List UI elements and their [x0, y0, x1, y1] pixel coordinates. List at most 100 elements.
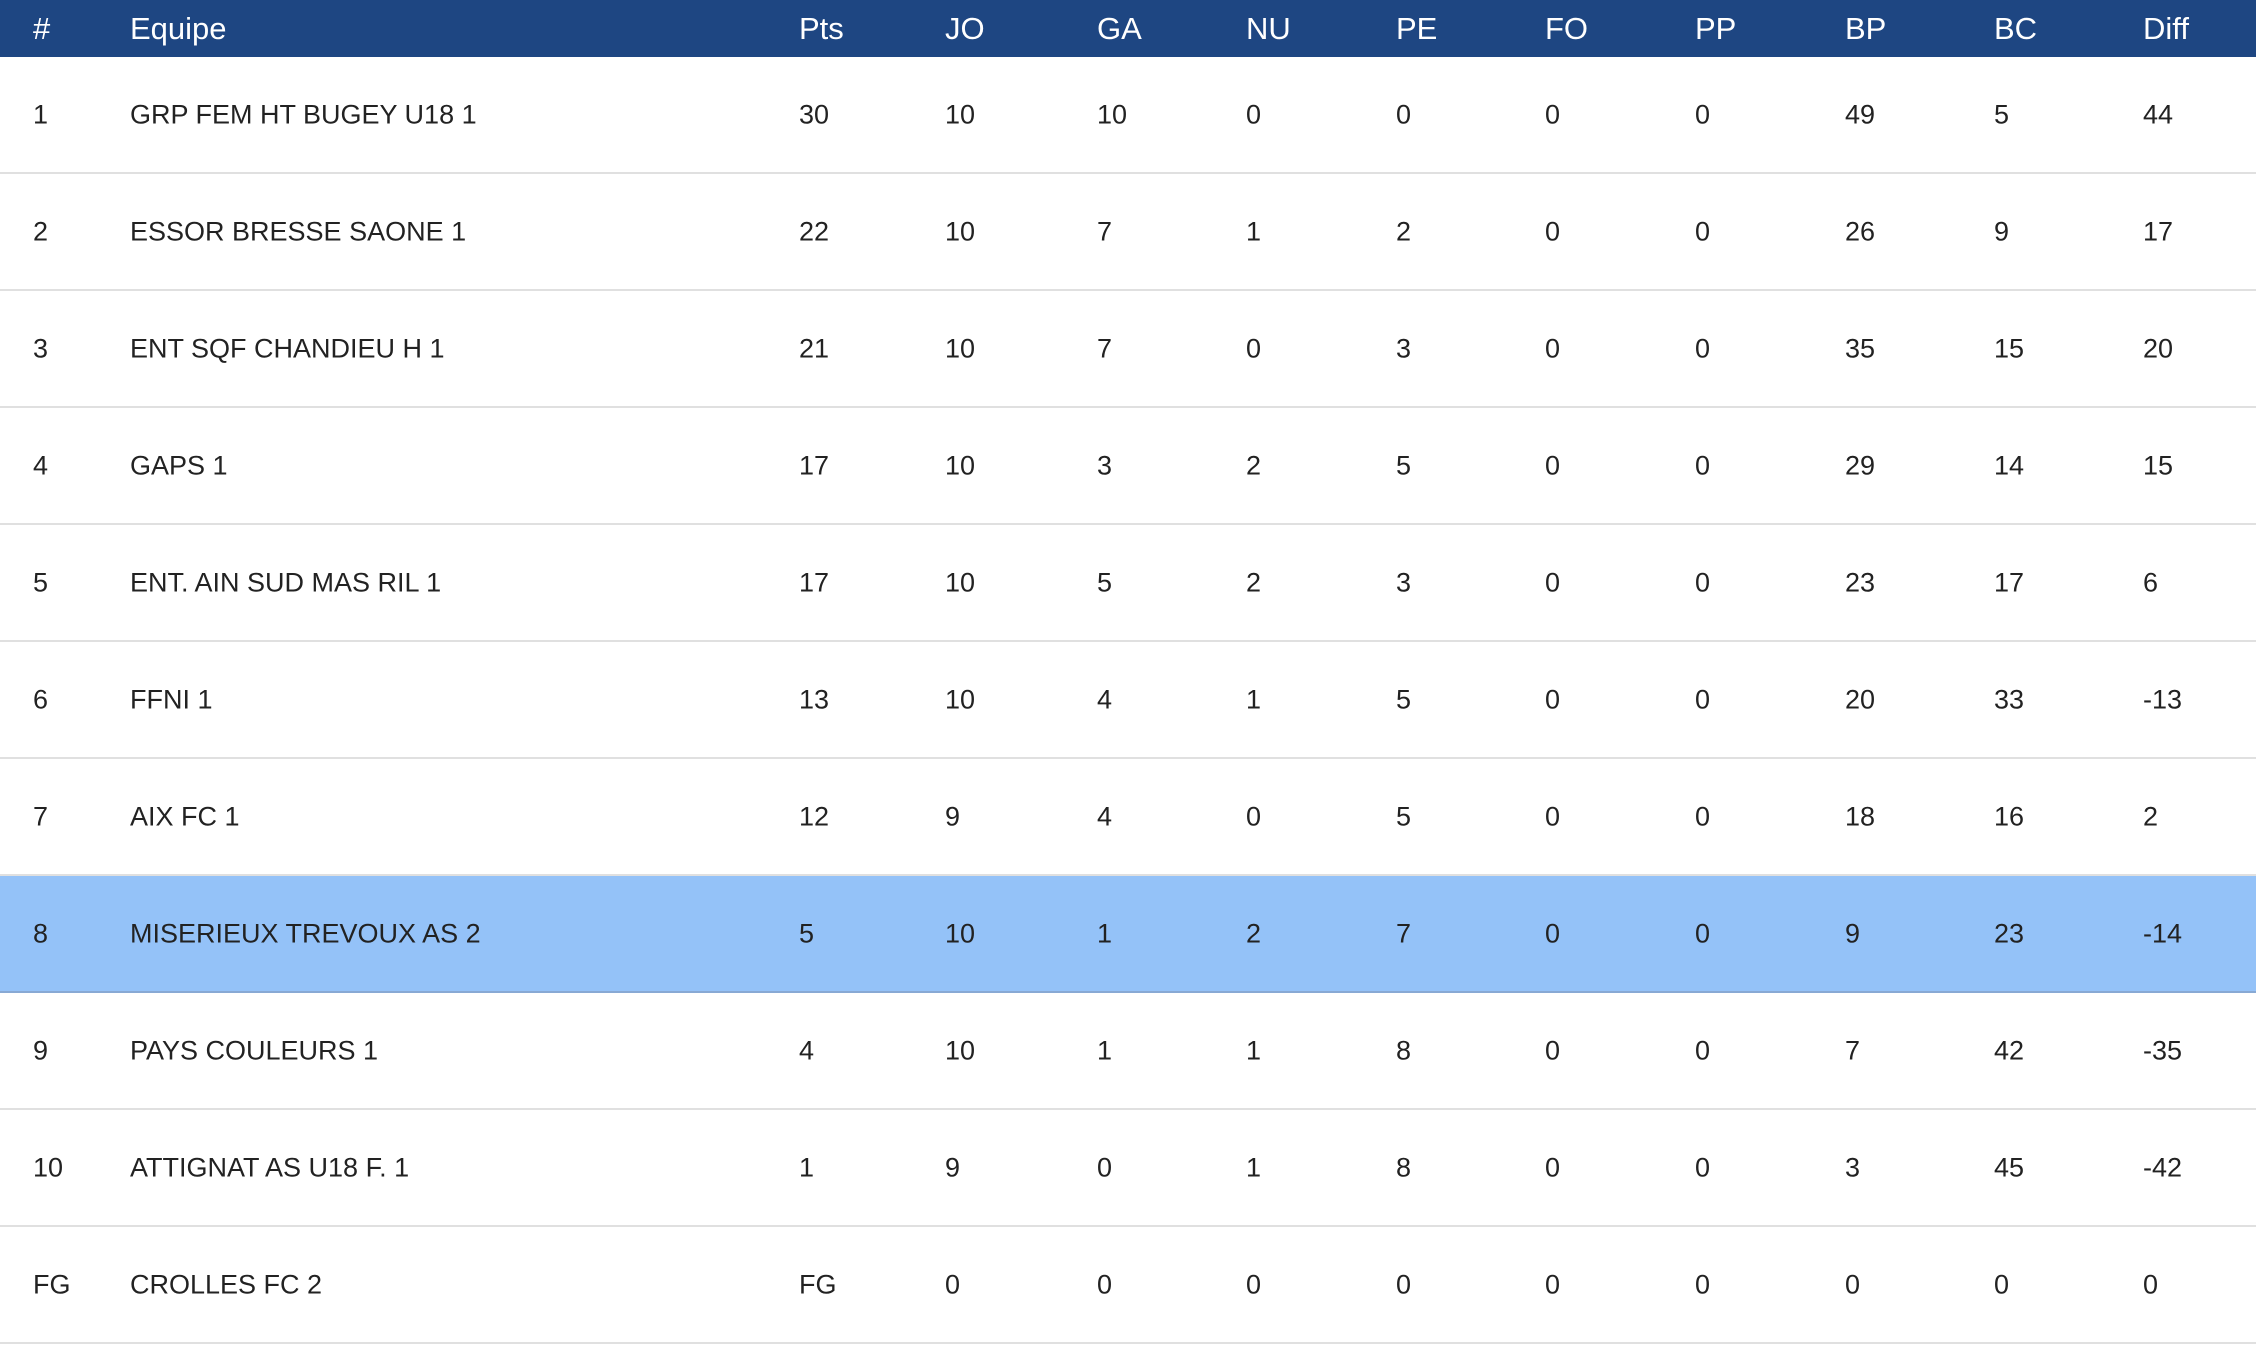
cell-ga: 7: [1097, 216, 1113, 246]
cell-fo: 0: [1545, 801, 1561, 831]
cell-pts: 21: [799, 333, 830, 363]
cell-ga: 4: [1097, 801, 1113, 831]
cell-pp: 0: [1695, 216, 1711, 246]
cell-pp: 0: [1695, 684, 1711, 714]
cell-diff: 15: [2143, 450, 2174, 480]
cell-ga: 10: [1097, 99, 1128, 129]
cell-bc: 33: [1994, 684, 2025, 714]
column-header-equipe[interactable]: Equipe: [130, 10, 227, 46]
cell-pts: 13: [799, 684, 830, 714]
cell-bc: 14: [1994, 450, 2025, 480]
column-header-jo[interactable]: JO: [945, 10, 985, 46]
cell-pp: 0: [1695, 1152, 1711, 1182]
cell-pts: 17: [799, 567, 830, 597]
cell-jo: 10: [945, 216, 976, 246]
cell-fo: 0: [1545, 1152, 1561, 1182]
cell-bc: 23: [1994, 918, 2025, 948]
cell-fo: 0: [1545, 684, 1561, 714]
cell-pts: FG: [799, 1269, 837, 1299]
table-body: 1 GRP FEM HT BUGEY U18 1 30 10 10 0 0 0 0 49 5 44 2 E…: [0, 57, 2256, 1344]
cell-pts: 30: [799, 99, 830, 129]
cell-pp: 0: [1695, 567, 1711, 597]
table-row[interactable]: 10 ATTIGNAT AS U18 F. 1 1 9 0 1 8 0 0 3 45 -42: [0, 1110, 2256, 1227]
column-header-rank[interactable]: #: [33, 10, 51, 46]
cell-nu: 2: [1246, 567, 1262, 597]
cell-fo: 0: [1545, 333, 1561, 363]
cell-bp: 49: [1845, 99, 1876, 129]
cell-bp: 20: [1845, 684, 1876, 714]
cell-jo: 10: [945, 99, 976, 129]
cell-nu: 1: [1246, 216, 1262, 246]
cell-pe: 5: [1396, 801, 1412, 831]
cell-diff: -42: [2143, 1152, 2183, 1182]
cell-fo: 0: [1545, 918, 1561, 948]
table-row[interactable]: 6 FFNI 1 13 10 4 1 5 0 0 20 33 -13: [0, 642, 2256, 759]
cell-rank: FG: [33, 1269, 71, 1299]
cell-rank: 9: [33, 1035, 49, 1065]
cell-rank: 10: [33, 1152, 64, 1182]
cell-jo: 10: [945, 684, 976, 714]
table-row[interactable]: 5 ENT. AIN SUD MAS RIL 1 17 10 5 2 3 0 0 23 17 6: [0, 525, 2256, 642]
cell-bp: 26: [1845, 216, 1876, 246]
cell-diff: -13: [2143, 684, 2183, 714]
cell-pp: 0: [1695, 99, 1711, 129]
cell-rank: 7: [33, 801, 49, 831]
cell-fo: 0: [1545, 1269, 1561, 1299]
cell-ga: 1: [1097, 1035, 1113, 1065]
cell-pe: 5: [1396, 450, 1412, 480]
cell-fo: 0: [1545, 1035, 1561, 1065]
cell-fo: 0: [1545, 450, 1561, 480]
cell-rank: 5: [33, 567, 49, 597]
cell-bc: 0: [1994, 1269, 2010, 1299]
cell-bc: 9: [1994, 216, 2010, 246]
cell-bc: 17: [1994, 567, 2025, 597]
cell-pe: 8: [1396, 1035, 1412, 1065]
cell-ga: 4: [1097, 684, 1113, 714]
column-header-ga[interactable]: GA: [1097, 10, 1142, 46]
team-name: CROLLES FC 2: [130, 1269, 323, 1299]
cell-diff: 0: [2143, 1269, 2159, 1299]
cell-bc: 5: [1994, 99, 2010, 129]
cell-pe: 0: [1396, 99, 1412, 129]
column-header-fo[interactable]: FO: [1545, 10, 1589, 46]
column-header-pts[interactable]: Pts: [799, 10, 844, 46]
cell-rank: 3: [33, 333, 49, 363]
table-row[interactable]: FG CROLLES FC 2 FG 0 0 0 0 0 0 0 0 0: [0, 1227, 2256, 1344]
cell-jo: 10: [945, 450, 976, 480]
cell-pp: 0: [1695, 918, 1711, 948]
cell-ga: 0: [1097, 1269, 1113, 1299]
table-row[interactable]: 7 AIX FC 1 12 9 4 0 5 0 0 18 16 2: [0, 759, 2256, 876]
cell-bp: 0: [1845, 1269, 1861, 1299]
cell-pe: 5: [1396, 684, 1412, 714]
table-row[interactable]: 4 GAPS 1 17 10 3 2 5 0 0 29 14 15: [0, 408, 2256, 525]
table-row[interactable]: 3 ENT SQF CHANDIEU H 1 21 10 7 0 3 0 0 35 15 20: [0, 291, 2256, 408]
cell-pts: 1: [799, 1152, 815, 1182]
cell-bc: 45: [1994, 1152, 2025, 1182]
cell-pp: 0: [1695, 333, 1711, 363]
cell-pe: 3: [1396, 333, 1412, 363]
cell-diff: 20: [2143, 333, 2174, 363]
cell-pe: 0: [1396, 1269, 1412, 1299]
cell-nu: 0: [1246, 333, 1262, 363]
cell-fo: 0: [1545, 216, 1561, 246]
column-header-bc[interactable]: BC: [1994, 10, 2038, 46]
column-header-pp[interactable]: PP: [1695, 10, 1737, 46]
cell-nu: 1: [1246, 1152, 1262, 1182]
cell-ga: 1: [1097, 918, 1113, 948]
table-row[interactable]: 8 MISERIEUX TREVOUX AS 2 5 10 1 2 7 0 0 9 23 -14: [0, 876, 2256, 993]
cell-pe: 7: [1396, 918, 1412, 948]
table-row[interactable]: 2 ESSOR BRESSE SAONE 1 22 10 7 1 2 0 0 26 9 17: [0, 174, 2256, 291]
cell-pts: 5: [799, 918, 815, 948]
table-row[interactable]: 9 PAYS COULEURS 1 4 10 1 1 8 0 0 7 42 -35: [0, 993, 2256, 1110]
column-header-diff[interactable]: Diff: [2143, 10, 2189, 46]
table-row[interactable]: 1 GRP FEM HT BUGEY U18 1 30 10 10 0 0 0 0 49 5 44: [0, 57, 2256, 174]
cell-jo: 9: [945, 801, 961, 831]
cell-bp: 9: [1845, 918, 1861, 948]
cell-bc: 42: [1994, 1035, 2025, 1065]
cell-nu: 0: [1246, 99, 1262, 129]
column-header-bp[interactable]: BP: [1845, 10, 1887, 46]
cell-pe: 3: [1396, 567, 1412, 597]
cell-pts: 12: [799, 801, 830, 831]
column-header-pe[interactable]: PE: [1396, 10, 1438, 46]
column-header-nu[interactable]: NU: [1246, 10, 1291, 46]
